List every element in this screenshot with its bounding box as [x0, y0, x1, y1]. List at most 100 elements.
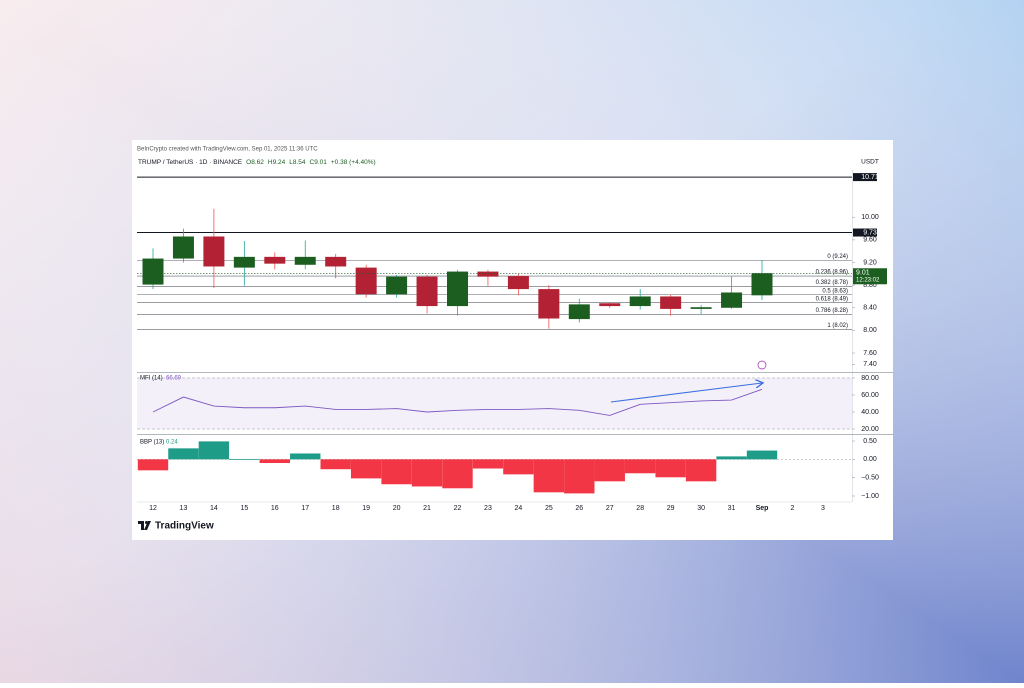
x-tick-label: 21: [423, 505, 431, 512]
bar: [168, 448, 199, 460]
caption: BeInCrypto created with TradingView.com,…: [137, 147, 318, 153]
candle-body: [416, 276, 438, 307]
bar: [198, 441, 230, 460]
x-tick-label: 31: [728, 505, 736, 512]
x-tick-label: 26: [575, 505, 583, 512]
candle-body: [751, 273, 773, 296]
candle-body: [447, 271, 468, 307]
y-tick-label: 7.40: [863, 361, 877, 368]
candle-body: [294, 256, 316, 265]
y-tick-label: 20.00: [861, 426, 879, 433]
y-tick-label: 8.00: [863, 327, 877, 334]
x-tick-label: 19: [362, 505, 370, 512]
x-tick-label: 30: [697, 505, 705, 512]
bar: [290, 453, 321, 460]
currency: USDT: [861, 159, 879, 166]
candle-body: [477, 271, 499, 277]
y-tick-label: 9.60: [863, 237, 877, 244]
x-tick-label: 3: [821, 505, 825, 512]
bar: [685, 459, 717, 482]
header-value: L8.54: [289, 159, 306, 166]
fib-label: 1 (8.02): [827, 323, 848, 329]
bar: [655, 459, 686, 478]
x-tick-label: 20: [393, 505, 401, 512]
bar: [137, 459, 169, 471]
candle-body: [203, 236, 225, 267]
x-tick-label: 16: [271, 505, 279, 512]
bar: [472, 459, 504, 469]
brand: TradingView: [155, 521, 214, 532]
bar: [320, 459, 351, 470]
fib-label: 0.618 (8.49): [816, 296, 848, 302]
indicator-name: BBP (13): [140, 440, 164, 446]
last-price-box: [853, 268, 887, 285]
header-value: H9.24: [268, 159, 286, 166]
bar: [229, 458, 260, 460]
y-tick-label: −0.50: [861, 475, 879, 482]
bar: [381, 459, 412, 485]
x-tick-label: 17: [301, 505, 309, 512]
x-tick-label: 2: [790, 505, 794, 512]
header-value: TRUMP / TetherUS · 1D · BINANCE: [138, 159, 243, 166]
candle-body: [690, 307, 712, 309]
chart-card: [132, 140, 893, 540]
x-tick-label: 14: [210, 505, 218, 512]
y-tick-label: −1.00: [861, 493, 879, 500]
y-tick-label: 10.00: [861, 214, 879, 221]
x-tick-label: 25: [545, 505, 553, 512]
candle-body: [355, 267, 377, 295]
x-tick-label: 28: [636, 505, 644, 512]
candle-body: [568, 304, 590, 320]
indicator-value: 0.24: [166, 440, 178, 446]
candle-body: [233, 256, 255, 268]
y-tick-label: 0.50: [863, 438, 877, 445]
bar: [533, 459, 565, 493]
candle-body: [721, 292, 743, 308]
candle-body: [629, 296, 651, 307]
indicator-name: MFI (14): [140, 376, 163, 382]
x-tick-label: 22: [454, 505, 462, 512]
indicator-line: [152, 388, 763, 416]
bar: [411, 459, 443, 487]
y-tick-label: 40.00: [861, 409, 879, 416]
y-tick-label: 8.80: [863, 282, 877, 289]
candle-body: [386, 276, 408, 295]
y-tick-label: 80.00: [861, 375, 879, 382]
header-value: O8.62: [246, 159, 264, 166]
x-tick-label: 12: [149, 505, 157, 512]
candle-body: [660, 296, 682, 309]
fib-label: 0.236 (8.96): [816, 270, 848, 276]
bar: [716, 456, 747, 460]
x-tick-label: 27: [606, 505, 614, 512]
brand-logo: [138, 521, 151, 530]
y-tick-label: 9.20: [863, 259, 877, 266]
last-price-label: 9.01: [856, 270, 870, 277]
bar: [259, 459, 290, 464]
bar: [746, 450, 778, 460]
bar: [442, 459, 473, 489]
indicator-value: 66.69: [166, 376, 182, 382]
x-tick-label: 23: [484, 505, 492, 512]
bar: [350, 459, 382, 479]
x-tick-label: 13: [180, 505, 188, 512]
candle-body: [325, 256, 347, 267]
candle-body: [538, 289, 560, 319]
x-tick-label: 29: [667, 505, 675, 512]
countdown: 12:23:02: [856, 277, 880, 283]
fib-label: 0.382 (8.78): [816, 280, 848, 286]
y-tick-label: 8.40: [863, 305, 877, 312]
candle-body: [172, 236, 194, 259]
header-value: C9.01: [310, 159, 328, 166]
candle-body: [142, 258, 164, 285]
fib-label: 0.5 (8.63): [822, 288, 848, 294]
event-icon: [757, 360, 767, 370]
bar: [594, 459, 625, 482]
bar: [503, 459, 534, 475]
price-line-label: 10.71: [861, 174, 879, 181]
price-line-box: [853, 228, 877, 237]
fib-label: 0 (9.24): [827, 254, 848, 260]
symbol-header: TRUMP / TetherUS · 1D · BINANCE O8.62 H9.2…: [138, 159, 376, 166]
bar: [625, 459, 656, 474]
trend-arrow: [610, 383, 762, 403]
